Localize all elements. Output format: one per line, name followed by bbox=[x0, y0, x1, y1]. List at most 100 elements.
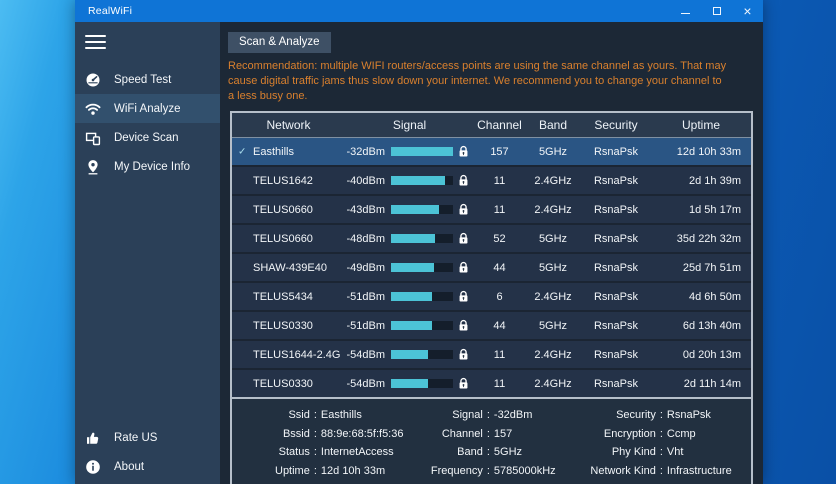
details-column: Ssid: Easthills Bssid:88:9e:68:5f:f5:36 Sta… bbox=[232, 406, 405, 480]
column-header-signal[interactable]: Signal bbox=[392, 118, 427, 132]
sidebar-spacer bbox=[75, 181, 220, 411]
detail-value: Infrastructure bbox=[666, 464, 732, 477]
detail-value: -32dBm bbox=[493, 409, 533, 422]
table-row[interactable]: SHAW-439E40 -49dBm 44 5GHz RsnaPsk 25d 7h 51m bbox=[232, 254, 751, 281]
signal-bar-track bbox=[391, 292, 453, 301]
maximize-button[interactable] bbox=[701, 0, 732, 22]
signal-cell: -54dBm bbox=[345, 348, 474, 361]
band-cell: 5GHz bbox=[538, 232, 568, 245]
signal-bar-fill bbox=[391, 379, 429, 388]
wifi-icon bbox=[84, 100, 102, 118]
network-name-cell: TELUS0660 bbox=[232, 233, 345, 245]
detail-line: Security: RsnaPsk bbox=[578, 406, 751, 425]
detail-colon: : bbox=[486, 446, 490, 459]
lock-icon bbox=[458, 319, 469, 332]
sidebar-item-device-scan[interactable]: Device Scan bbox=[75, 123, 220, 152]
detail-value: 157 bbox=[493, 427, 513, 440]
lock-icon bbox=[458, 232, 469, 245]
sidebar-item-my-device-info[interactable]: My Device Info bbox=[75, 152, 220, 181]
table-rows: ✓ Easthills -32dBm 157 5GHz RsnaPsk 12d 10h 33… bbox=[232, 138, 751, 397]
security-cell: RsnaPsk bbox=[593, 261, 639, 274]
sidebar-item-speed-test[interactable]: Speed Test bbox=[75, 65, 220, 94]
column-header-network[interactable]: Network bbox=[266, 118, 311, 132]
devices-icon bbox=[84, 129, 102, 147]
signal-bar-fill bbox=[391, 321, 432, 330]
signal-cell: -48dBm bbox=[345, 232, 474, 245]
close-button[interactable]: × bbox=[732, 0, 763, 22]
sidebar-item-label: My Device Info bbox=[114, 160, 191, 173]
detail-colon: : bbox=[313, 446, 317, 459]
table-row[interactable]: TELUS0330 -54dBm 11 2.4GHz RsnaPsk 2d 11h 14m bbox=[232, 370, 751, 397]
signal-cell: -51dBm bbox=[345, 290, 474, 303]
menu-button[interactable] bbox=[85, 35, 106, 53]
signal-bar-fill bbox=[391, 147, 453, 156]
signal-cell: -43dBm bbox=[345, 203, 474, 216]
table-row[interactable]: TELUS5434 -51dBm 6 2.4GHz RsnaPsk 4d 6h 50m bbox=[232, 283, 751, 310]
scan-analyze-button[interactable]: Scan & Analyze bbox=[228, 32, 331, 53]
sidebar-item-wifi-analyze[interactable]: WiFi Analyze bbox=[75, 94, 220, 123]
detail-colon: : bbox=[486, 464, 490, 477]
detail-value: 12d 10h 33m bbox=[320, 464, 386, 477]
table-header-row: Network Signal Channel Band Security Uptime bbox=[232, 113, 751, 138]
hamburger-icon bbox=[85, 35, 106, 37]
detail-line: Encryption: Ccmp bbox=[578, 425, 751, 444]
uptime-cell: 35d 22h 32m bbox=[676, 232, 741, 245]
channel-cell: 11 bbox=[493, 174, 506, 187]
uptime-cell: 25d 7h 51m bbox=[682, 261, 741, 274]
detail-label: Band bbox=[457, 446, 483, 459]
signal-bar-track bbox=[391, 176, 453, 185]
security-cell: RsnaPsk bbox=[593, 145, 639, 158]
column-header-security[interactable]: Security bbox=[594, 118, 638, 132]
sidebar-item-label: Rate US bbox=[114, 431, 158, 444]
detail-label: Network Kind bbox=[590, 464, 656, 477]
signal-cell: -51dBm bbox=[345, 319, 474, 332]
signal-dbm: -32dBm bbox=[346, 145, 385, 158]
detail-colon: : bbox=[313, 427, 317, 440]
sidebar-item-rate-us[interactable]: Rate US bbox=[75, 423, 220, 452]
sidebar-item-about[interactable]: About bbox=[75, 452, 220, 481]
main-content: Scan & Analyze Recommendation: multiple … bbox=[220, 22, 763, 484]
detail-colon: : bbox=[659, 446, 663, 459]
lock-icon bbox=[458, 261, 469, 274]
uptime-cell: 1d 5h 17m bbox=[689, 203, 741, 216]
table-row[interactable]: TELUS0660 -48dBm 52 5GHz RsnaPsk 35d 22h 32m bbox=[232, 225, 751, 252]
uptime-cell: 12d 10h 33m bbox=[676, 145, 741, 158]
uptime-cell: 0d 20h 13m bbox=[682, 348, 741, 361]
detail-label: Bssid bbox=[282, 427, 310, 440]
lock-icon bbox=[458, 145, 469, 158]
uptime-cell: 2d 1h 39m bbox=[689, 174, 741, 187]
security-cell: RsnaPsk bbox=[593, 319, 639, 332]
channel-cell: 157 bbox=[490, 145, 509, 158]
sidebar-item-label: WiFi Analyze bbox=[114, 102, 181, 115]
detail-line: Channel:157 bbox=[405, 425, 578, 444]
band-cell: 2.4GHz bbox=[534, 290, 572, 303]
column-header-channel[interactable]: Channel bbox=[477, 118, 522, 132]
detail-label: Ssid bbox=[288, 409, 310, 422]
detail-label: Encryption bbox=[603, 427, 656, 440]
network-name: TELUS0330 bbox=[253, 377, 313, 390]
detail-label: Status bbox=[278, 446, 310, 459]
table-row[interactable]: TELUS0330 -51dBm 44 5GHz RsnaPsk 6d 13h 40m bbox=[232, 312, 751, 339]
network-name-cell: TELUS0330 bbox=[232, 320, 345, 332]
signal-cell: -49dBm bbox=[345, 261, 474, 274]
channel-cell: 11 bbox=[493, 203, 506, 216]
table-row[interactable]: ✓ Easthills -32dBm 157 5GHz RsnaPsk 12d 10h 33… bbox=[232, 138, 751, 165]
detail-line: Uptime:12d 10h 33m bbox=[232, 462, 405, 481]
app-body: Speed Test WiFi Analyze Device Scan My Devi… bbox=[75, 22, 763, 484]
detail-line: Status: InternetAccess bbox=[232, 443, 405, 462]
signal-cell: -40dBm bbox=[345, 174, 474, 187]
column-header-band[interactable]: Band bbox=[538, 118, 568, 132]
band-cell: 5GHz bbox=[538, 319, 568, 332]
minimize-button[interactable] bbox=[670, 0, 701, 22]
network-name: TELUS1642 bbox=[253, 174, 313, 187]
column-header-uptime[interactable]: Uptime bbox=[681, 118, 720, 132]
sidebar-nav: Speed Test WiFi Analyze Device Scan My Devi… bbox=[75, 65, 220, 181]
network-name-cell: TELUS1644-2.4G bbox=[232, 349, 345, 361]
table-row[interactable]: TELUS1644-2.4G -54dBm 11 2.4GHz RsnaPsk 0d 20… bbox=[232, 341, 751, 368]
table-row[interactable]: TELUS0660 -43dBm 11 2.4GHz RsnaPsk 1d 5h 17m bbox=[232, 196, 751, 223]
signal-bar-fill bbox=[391, 234, 436, 243]
window-controls: × bbox=[670, 0, 763, 22]
channel-cell: 44 bbox=[493, 261, 506, 274]
table-row[interactable]: TELUS1642 -40dBm 11 2.4GHz RsnaPsk 2d 1h 39m bbox=[232, 167, 751, 194]
